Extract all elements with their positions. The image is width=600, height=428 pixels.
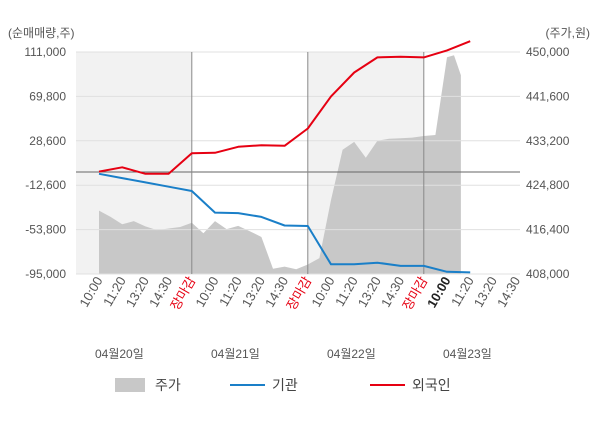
date-labels: 04월20일 04월21일 04월22일 04월23일	[95, 347, 492, 361]
left-tick-label: 69,800	[29, 89, 66, 103]
institution-line	[98, 172, 471, 274]
legend-label-institution: 기관	[272, 377, 298, 393]
left-axis-unit: (순매매량,주)	[8, 26, 75, 40]
x-tick-label: 13:20	[239, 274, 268, 310]
right-tick-label: 416,400	[526, 223, 570, 237]
net-trade-lines	[98, 40, 471, 274]
right-tick-label: 433,200	[526, 134, 570, 148]
left-axis-ticks: 111,000 69,800 28,600 -12,600 -53,800 -95,000	[24, 45, 66, 281]
x-tick-label: 14:30	[494, 274, 523, 310]
x-tick-label: 10:00	[424, 274, 454, 310]
price-area-layer	[99, 55, 461, 275]
right-tick-label: 450,000	[526, 45, 570, 59]
x-tick-label: 13:20	[355, 274, 384, 310]
legend: 주가 기관 외국인	[115, 377, 451, 393]
x-axis-ticks: 10:0011:2013:2014:30장마감10:0011:2013:2014…	[76, 274, 523, 313]
left-tick-label: -12,600	[25, 178, 66, 192]
right-axis-ticks: 450,000 441,600 433,200 424,800 416,400 408,0…	[526, 45, 570, 281]
x-tick-label: 10:00	[308, 274, 337, 310]
x-tick-label: 13:20	[123, 274, 152, 310]
left-tick-label: 111,000	[24, 45, 66, 59]
date-label: 04월23일	[443, 347, 492, 361]
x-tick-label: 10:00	[192, 274, 221, 310]
left-tick-label: 28,600	[29, 134, 66, 148]
foreign-line	[98, 40, 471, 175]
left-tick-label: -53,800	[25, 223, 66, 237]
x-tick-label: 13:20	[471, 274, 500, 310]
date-label: 04월20일	[95, 347, 144, 361]
gridlines	[76, 51, 520, 275]
legend-label-price: 주가	[155, 377, 181, 393]
right-tick-label: 441,600	[526, 89, 570, 103]
date-label: 04월21일	[211, 347, 260, 361]
price-area	[99, 55, 461, 275]
x-tick-label: 10:00	[76, 274, 105, 310]
day-separators	[191, 52, 425, 274]
right-tick-label: 408,000	[526, 267, 570, 281]
date-label: 04월22일	[327, 347, 376, 361]
left-tick-label: -95,000	[25, 267, 66, 281]
right-axis-unit: (주가,원)	[546, 26, 590, 40]
legend-swatch-price	[115, 378, 145, 392]
right-tick-label: 424,800	[526, 178, 570, 192]
legend-label-foreign: 외국인	[412, 377, 451, 393]
